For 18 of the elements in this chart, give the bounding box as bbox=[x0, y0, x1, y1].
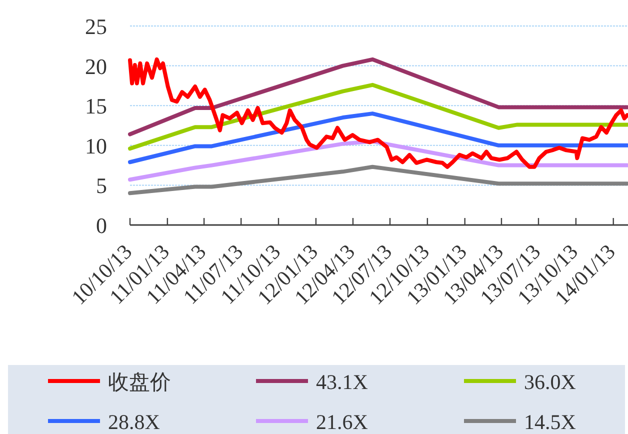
legend-label: 43.1X bbox=[316, 370, 368, 394]
line-series bbox=[128, 112, 628, 164]
line-series bbox=[128, 164, 628, 196]
line-series bbox=[128, 57, 628, 136]
y-tick-label: 15 bbox=[85, 94, 107, 119]
line-series bbox=[128, 139, 628, 182]
line-series bbox=[128, 57, 628, 169]
legend-label: 收盘价 bbox=[108, 370, 171, 394]
y-tick-label: 25 bbox=[85, 14, 107, 39]
line-series bbox=[128, 82, 628, 151]
legend-label: 14.5X bbox=[524, 410, 576, 434]
legend-label: 28.8X bbox=[108, 410, 160, 434]
y-tick-label: 20 bbox=[85, 54, 107, 79]
y-tick-label: 0 bbox=[96, 213, 107, 238]
legend-label: 36.0X bbox=[524, 370, 576, 394]
y-tick-label: 5 bbox=[96, 173, 107, 198]
legend-label: 21.6X bbox=[316, 410, 368, 434]
y-tick-label: 10 bbox=[85, 133, 107, 158]
